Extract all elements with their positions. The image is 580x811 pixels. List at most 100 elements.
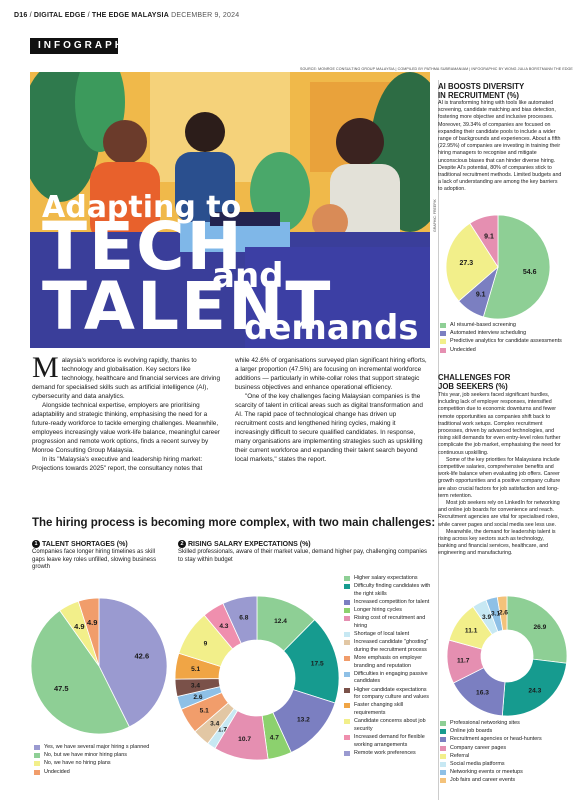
seekers-legend-label: Recruitment agencies or head-hunters [450, 736, 542, 743]
talent-slice [98, 597, 168, 728]
seekers-legend-label: Social media platforms [450, 760, 505, 767]
talent-legend: Yes, we have several major hiring s plan… [34, 744, 174, 777]
salary-legend-swatch [344, 687, 350, 693]
hero-title-line-5: demands [244, 308, 419, 348]
salary-legend-swatch [344, 640, 350, 646]
salary-legend-swatch [344, 632, 350, 638]
seekers-box-text: This year, job seekers faced significant… [438, 392, 562, 558]
seekers-slice [496, 595, 508, 631]
talent-legend-item: Undecided [34, 769, 174, 777]
salary-value-label: 3.4 [210, 720, 219, 727]
ai-legend-swatch [440, 323, 446, 328]
talent-legend-label: Yes, we have several major hiring s plan… [44, 744, 150, 750]
talent-legend-label: Undecided [44, 768, 70, 775]
talent-pie-chart: 42.6 47.5 4.9 4.9 [30, 597, 168, 735]
salary-value-label: 13.2 [297, 716, 310, 723]
seekers-value-label: 24.3 [528, 687, 541, 694]
hero-title-line-4: TALENT [42, 268, 333, 345]
salary-legend-label: More emphasis on employer branding and r… [354, 655, 423, 669]
salary-value-label: 12.4 [274, 618, 287, 625]
seekers-slice [506, 595, 568, 664]
seekers-title-line-1: CHALLENGES FOR [438, 373, 511, 382]
ai-value-label: 9.1 [484, 234, 494, 241]
salary-legend-label: Increased competition for talent [354, 598, 430, 605]
seekers-legend-swatch [440, 761, 446, 767]
salary-legend-swatch [344, 703, 350, 709]
ai-box-title: AI BOOSTS DIVERSITY IN RECRUITMENT (%) [438, 82, 524, 100]
talent-legend-item: No, but we have minor hiring plans [34, 752, 174, 760]
talent-legend-item: No, we have no hiring plans [34, 760, 174, 768]
salary-legend-label: Difficulties in engaging passive candida… [354, 670, 428, 685]
photo-credit: GRAPHIC: FREEPIK [433, 199, 437, 232]
seekers-legend-swatch [440, 729, 446, 735]
seekers-legend-item: Company career pages [440, 745, 580, 753]
intro-paragraph-3: In its "Malaysia's executive and leaders… [32, 456, 203, 472]
seekers-legend-label: Company career pages [450, 744, 507, 751]
seekers-legend-swatch [440, 737, 446, 743]
masthead: THE EDGE MALAYSIA [91, 12, 169, 19]
salary-value-label: 5.1 [200, 708, 209, 715]
salary-value-label: 10.7 [238, 736, 251, 743]
talent-value-label: 4.9 [74, 622, 84, 631]
page-number: D16 [14, 12, 28, 19]
salary-value-label: 9 [204, 641, 208, 648]
seekers-paragraph-2: Some of the key priorities for Malaysian… [438, 456, 561, 499]
ai-slice [482, 214, 551, 320]
seekers-legend-swatch [440, 778, 446, 784]
seekers-legend-item: Social media platforms [440, 761, 580, 769]
seekers-title-line-2: JOB SEEKERS (%) [438, 382, 508, 391]
issue-date: DECEMBER 9, 2024 [171, 12, 240, 19]
section-heading: The hiring process is becoming more comp… [32, 517, 436, 529]
drop-cap: M [32, 351, 59, 384]
seekers-value-label: 3.1 [491, 611, 500, 618]
seekers-legend-item: Referral [440, 753, 580, 761]
talent-legend-item: Yes, we have several major hiring s plan… [34, 744, 174, 752]
salary-legend-label: Faster changing skill requirements [354, 702, 404, 717]
seekers-box-title: CHALLENGES FOR JOB SEEKERS (%) [438, 373, 510, 391]
talent-value-label: 47.5 [54, 684, 69, 693]
talent-legend-label: No, but we have minor hiring plans [44, 752, 127, 759]
seekers-legend-label: Networking events or meetups [450, 769, 523, 776]
salary-legend: Higher salary expectations Difficulty fin… [344, 575, 434, 758]
salary-legend-item: More emphasis on employer branding and r… [344, 655, 434, 670]
talent-legend-swatch [34, 769, 40, 775]
ai-value-label: 27.3 [460, 260, 474, 267]
salary-legend-label: Remote work preferences [354, 749, 416, 756]
seekers-legend-swatch [440, 721, 446, 726]
salary-legend-item: Difficulty finding candidates with the r… [344, 583, 434, 598]
ai-legend-swatch [440, 347, 446, 353]
talent-legend-swatch [34, 761, 40, 767]
ai-box-text: AI is transforming hiring with tools lik… [438, 100, 562, 194]
salary-value-label: 6.8 [239, 615, 248, 622]
seekers-legend-item: Recruitment agencies or head-hunters [440, 736, 580, 744]
chart2-description: Skilled professionals, aware of their ma… [178, 549, 428, 563]
salary-legend-label: Longer hiring cycles [354, 607, 402, 614]
salary-legend-swatch [344, 576, 350, 581]
ai-legend-item: AI résumé-based screening [440, 322, 580, 330]
salary-value-label: 2.6 [193, 694, 202, 701]
ai-title-line-2: IN RECRUITMENT (%) [438, 91, 519, 100]
seekers-legend-swatch [440, 770, 446, 776]
seekers-legend-label: Professional networking sites [450, 720, 520, 726]
salary-legend-label: Difficulty finding candidates with the r… [354, 583, 431, 597]
ai-legend-item: Automated interview scheduling [440, 330, 580, 338]
chart2-title: 2 RISING SALARY EXPECTATIONS (%) [178, 540, 311, 548]
salary-legend-item: Higher salary expectations [344, 575, 434, 583]
salary-legend-label: Shortage of local talent [354, 631, 410, 638]
seekers-legend-item: Professional networking sites [440, 720, 580, 728]
intro-paragraph-1: alaysia's workforce is evolving rapidly,… [32, 357, 221, 400]
column-divider [438, 80, 439, 800]
intro-column-2: while 42.6% of organisations surveyed pl… [235, 356, 428, 464]
salary-legend-item: Candidate concerns about job security [344, 718, 434, 733]
ai-legend-label: Automated interview scheduling [450, 330, 527, 337]
source-line: SOURCE: MONROE CONSULTING GROUP MALAYSIA… [300, 67, 573, 71]
ai-legend-swatch [440, 331, 446, 337]
talent-slice [77, 597, 100, 667]
salary-legend-swatch [344, 599, 350, 605]
ai-slice [445, 222, 499, 302]
salary-value-label: 4.3 [219, 623, 228, 630]
ai-legend-label: Undecided [450, 346, 476, 353]
salary-value-label: 3.4 [191, 683, 200, 690]
hero-title-line-2: TECH [42, 208, 244, 285]
salary-legend-item: Longer hiring cycles [344, 607, 434, 615]
